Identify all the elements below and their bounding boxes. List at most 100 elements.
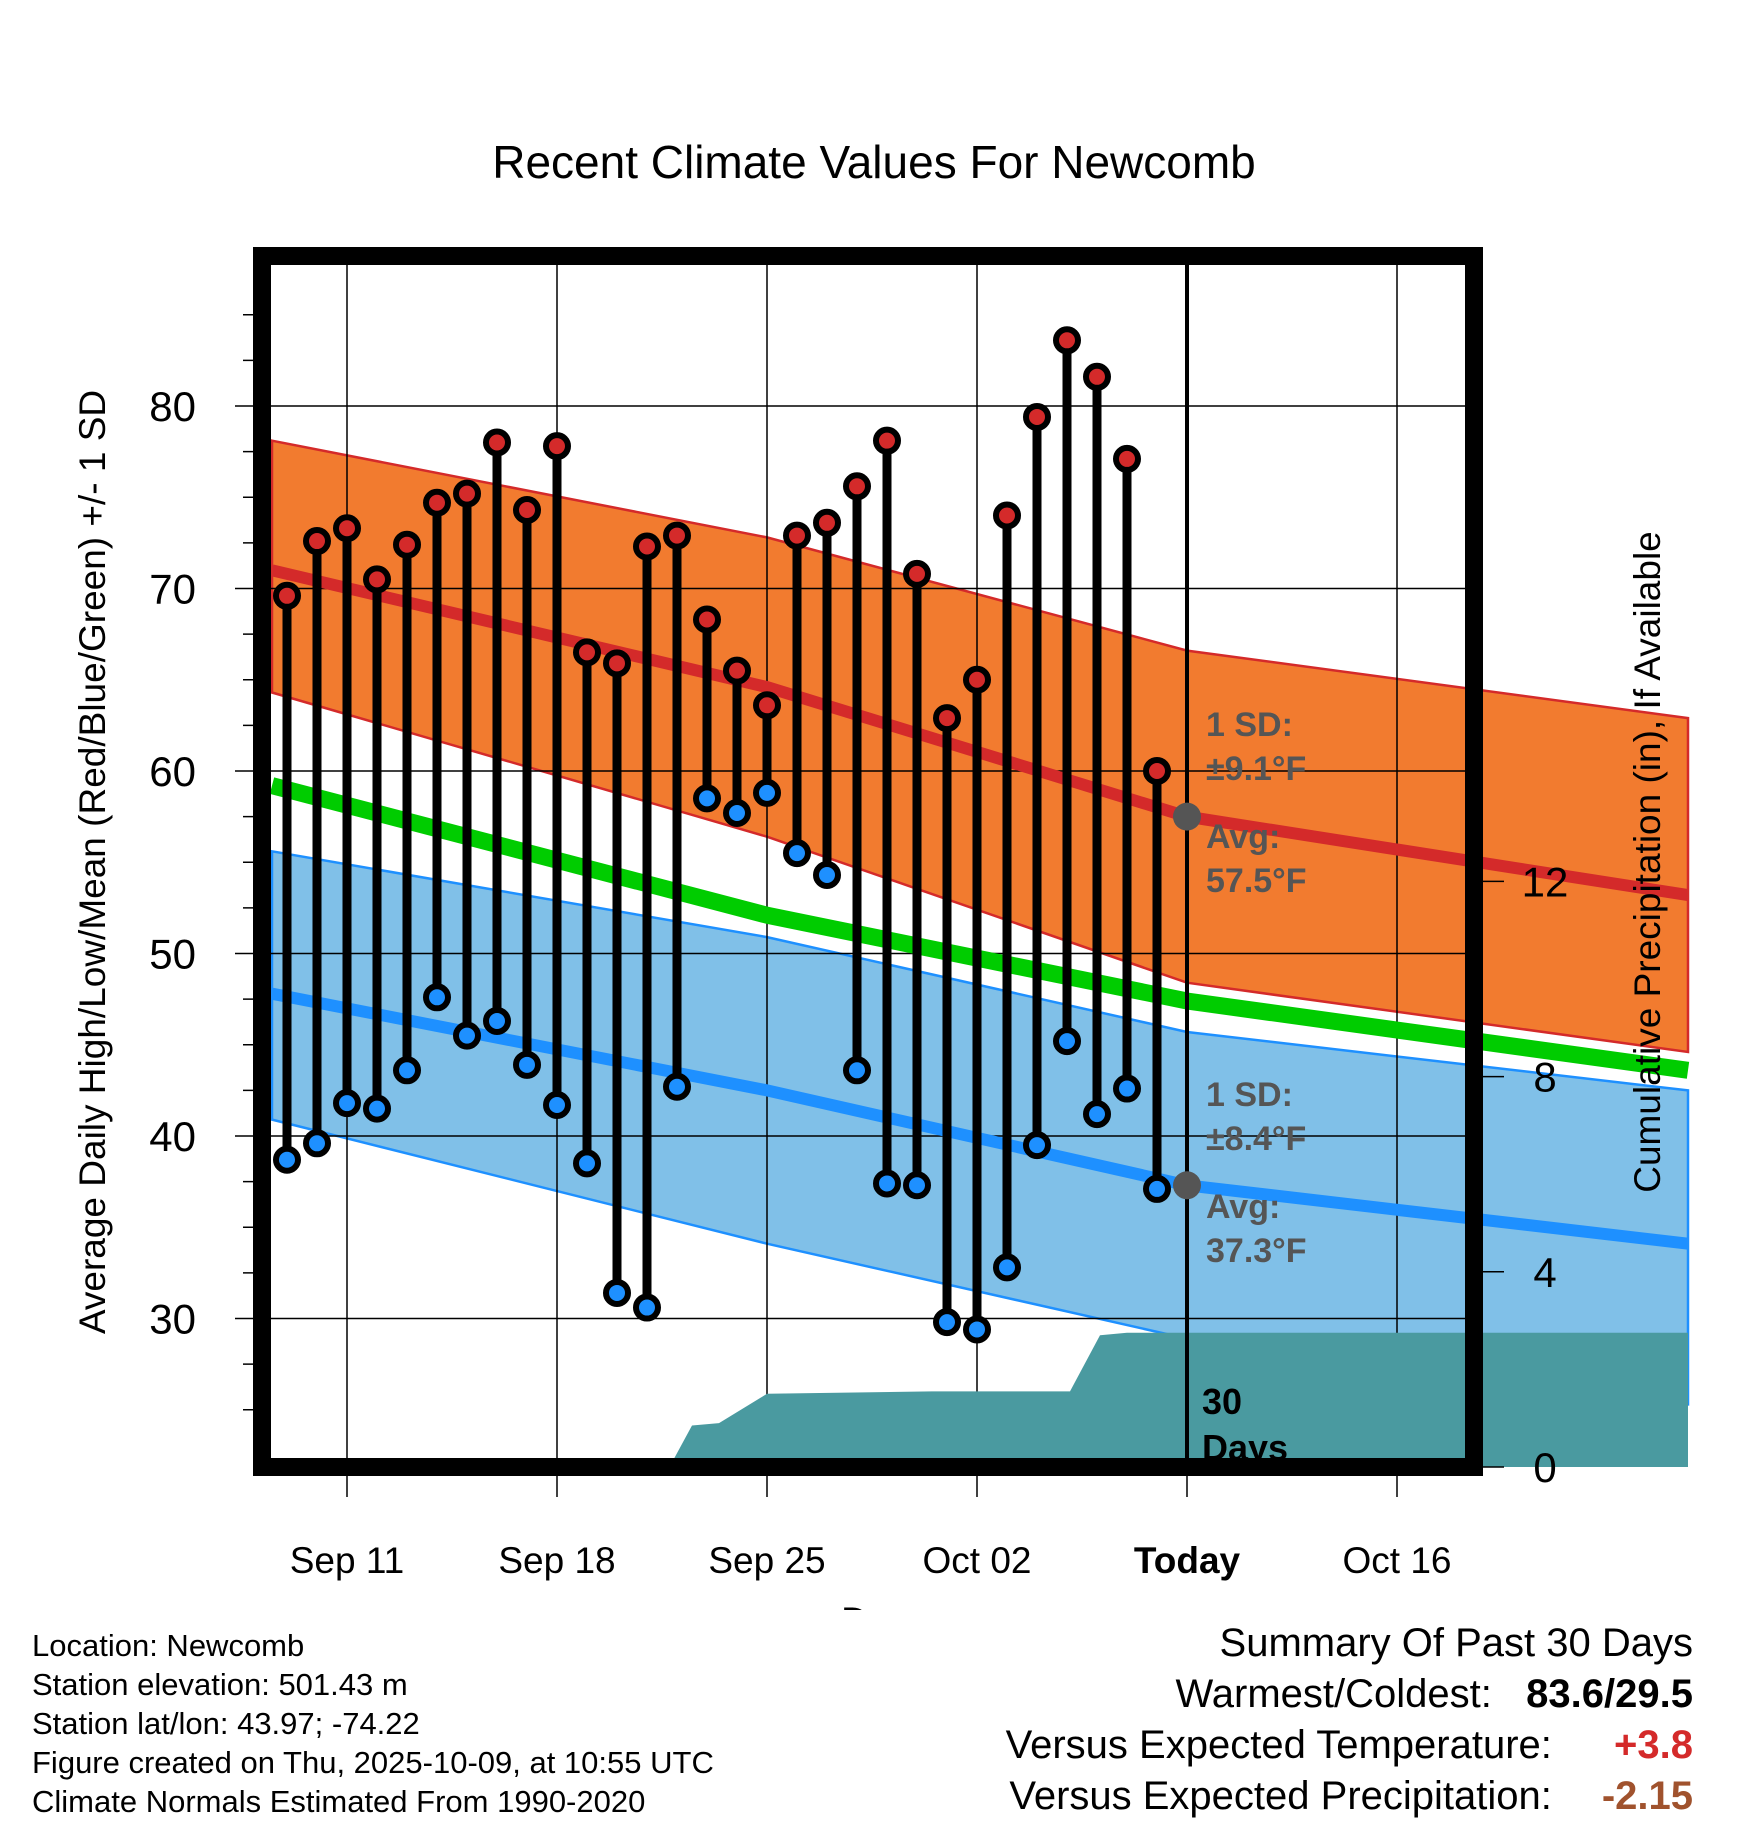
high-temp-point bbox=[513, 496, 541, 525]
x-tick-label: Sep 18 bbox=[498, 1540, 615, 1581]
high-avg-label: Avg: bbox=[1206, 818, 1280, 856]
low-temp-point bbox=[1083, 1100, 1111, 1129]
high-avg-marker bbox=[1173, 802, 1201, 831]
high-temp-point bbox=[843, 472, 871, 501]
high-avg-value: 57.5°F bbox=[1206, 862, 1307, 900]
low-temp-point bbox=[993, 1253, 1021, 1282]
normals-text: Climate Normals Estimated From 1990-2020 bbox=[32, 1784, 646, 1819]
high-sd-value: ±9.1°F bbox=[1206, 750, 1306, 788]
high-temp-point bbox=[603, 649, 631, 678]
high-temp-point bbox=[963, 665, 991, 694]
y-tick-label: 70 bbox=[149, 566, 196, 613]
y-tick-label: 60 bbox=[149, 748, 196, 795]
low-temp-point bbox=[903, 1171, 931, 1200]
low-temp-point bbox=[663, 1072, 691, 1101]
high-temp-point bbox=[1083, 362, 1111, 391]
high-temp-point bbox=[663, 521, 691, 550]
high-temp-point bbox=[423, 488, 451, 517]
high-temp-point bbox=[1023, 402, 1051, 431]
y-tick-label: 40 bbox=[149, 1113, 196, 1160]
chart-title: Recent Climate Values For Newcomb bbox=[492, 136, 1256, 188]
high-temp-point bbox=[723, 656, 751, 685]
high-sd-label: 1 SD: bbox=[1206, 706, 1293, 744]
low-temp-point bbox=[723, 798, 751, 827]
summary-precip-row: Versus Expected Precipitation: -2.15 bbox=[1006, 1771, 1693, 1822]
y2-tick-label: 0 bbox=[1533, 1444, 1556, 1491]
low-temp-point bbox=[783, 839, 811, 868]
x-axis-title: Day bbox=[841, 1600, 907, 1610]
y2-axis-title: Cumulative Precipitation (in), If Availa… bbox=[1627, 531, 1668, 1193]
high-temp-point bbox=[873, 426, 901, 455]
high-temp-point bbox=[1143, 757, 1171, 785]
high-temp-point bbox=[273, 581, 301, 610]
precip-label: Versus Expected Precipitation: bbox=[1009, 1774, 1552, 1818]
climate-chart: Recent Climate Values For Newcomb 1 SD: ±… bbox=[72, 136, 1690, 1610]
low-temp-point bbox=[513, 1050, 541, 1079]
precip-value: -2.15 bbox=[1601, 1774, 1693, 1818]
low-temp-point bbox=[483, 1007, 511, 1036]
window-label-days-count: 30 bbox=[1202, 1381, 1242, 1422]
low-temp-point bbox=[1143, 1174, 1171, 1203]
high-temp-point bbox=[693, 605, 721, 634]
high-temp-point bbox=[813, 508, 841, 537]
high-temp-point bbox=[1113, 444, 1141, 473]
high-temp-point bbox=[993, 501, 1021, 530]
high-temp-point bbox=[363, 565, 391, 594]
y-tick-label: 30 bbox=[149, 1296, 196, 1343]
elevation-text: Station elevation: 501.43 m bbox=[32, 1667, 408, 1702]
low-temp-point bbox=[603, 1278, 631, 1307]
plot-frame bbox=[253, 247, 1483, 1476]
precipitation-area bbox=[669, 1332, 1688, 1467]
low-temp-point bbox=[963, 1315, 991, 1344]
summary-title: Summary Of Past 30 Days bbox=[1219, 1621, 1693, 1665]
y2-tick-label: 4 bbox=[1533, 1249, 1556, 1296]
low-temp-point bbox=[543, 1090, 571, 1119]
warmest-value: 83.6/29.5 bbox=[1526, 1672, 1693, 1716]
high-temp-point bbox=[783, 521, 811, 550]
low-temp-point bbox=[1113, 1074, 1141, 1103]
low-temp-point bbox=[393, 1056, 421, 1085]
low-temp-point bbox=[363, 1094, 391, 1123]
low-temp-point bbox=[813, 861, 841, 890]
x-tick-label: Oct 02 bbox=[923, 1540, 1032, 1581]
x-tick-label: Sep 11 bbox=[290, 1540, 405, 1581]
y2-tick-label: 12 bbox=[1522, 858, 1569, 905]
x-tick-label: Sep 25 bbox=[708, 1540, 825, 1581]
summary-warmest-row: Warmest/Coldest: 83.6/29.5 bbox=[1006, 1669, 1694, 1720]
temp-value: +3.8 bbox=[1614, 1723, 1693, 1767]
low-temp-point bbox=[873, 1169, 901, 1198]
high-temp-point bbox=[303, 527, 331, 556]
low-sd-value: ±8.4°F bbox=[1206, 1120, 1306, 1158]
created-text: Figure created on Thu, 2025-10-09, at 10… bbox=[32, 1745, 714, 1780]
x-tick-label: Oct 16 bbox=[1343, 1540, 1452, 1581]
low-temp-point bbox=[273, 1145, 301, 1174]
y-axis-title: Average Daily High/Low/Mean (Red/Blue/Gr… bbox=[72, 390, 113, 1334]
latlon-text: Station lat/lon: 43.97; -74.22 bbox=[32, 1706, 420, 1741]
low-temp-point bbox=[633, 1293, 661, 1322]
low-avg-marker bbox=[1173, 1171, 1201, 1200]
temp-label: Versus Expected Temperature: bbox=[1005, 1723, 1552, 1767]
low-temp-point bbox=[453, 1021, 481, 1050]
low-temp-point bbox=[573, 1149, 601, 1178]
high-temp-point bbox=[933, 704, 961, 733]
high-temp-point bbox=[633, 532, 661, 561]
high-temp-point bbox=[483, 428, 511, 457]
low-temp-point bbox=[693, 784, 721, 813]
high-temp-point bbox=[543, 432, 571, 461]
low-temp-point bbox=[753, 778, 781, 807]
y-tick-label: 80 bbox=[149, 383, 196, 430]
low-avg-value: 37.3°F bbox=[1206, 1232, 1307, 1270]
low-temp-point bbox=[933, 1308, 961, 1337]
low-temp-point bbox=[423, 983, 451, 1012]
high-temp-point bbox=[903, 559, 931, 588]
low-temp-point bbox=[1053, 1027, 1081, 1056]
low-temp-point bbox=[843, 1056, 871, 1085]
high-temp-point bbox=[753, 691, 781, 720]
low-temp-point bbox=[303, 1129, 331, 1158]
high-temp-point bbox=[453, 479, 481, 508]
high-temp-point bbox=[1053, 326, 1081, 355]
station-info: Location: Newcomb Station elevation: 501… bbox=[32, 1626, 714, 1821]
low-temp-point bbox=[1023, 1131, 1051, 1160]
high-temp-point bbox=[333, 514, 361, 543]
high-temp-point bbox=[573, 638, 601, 667]
